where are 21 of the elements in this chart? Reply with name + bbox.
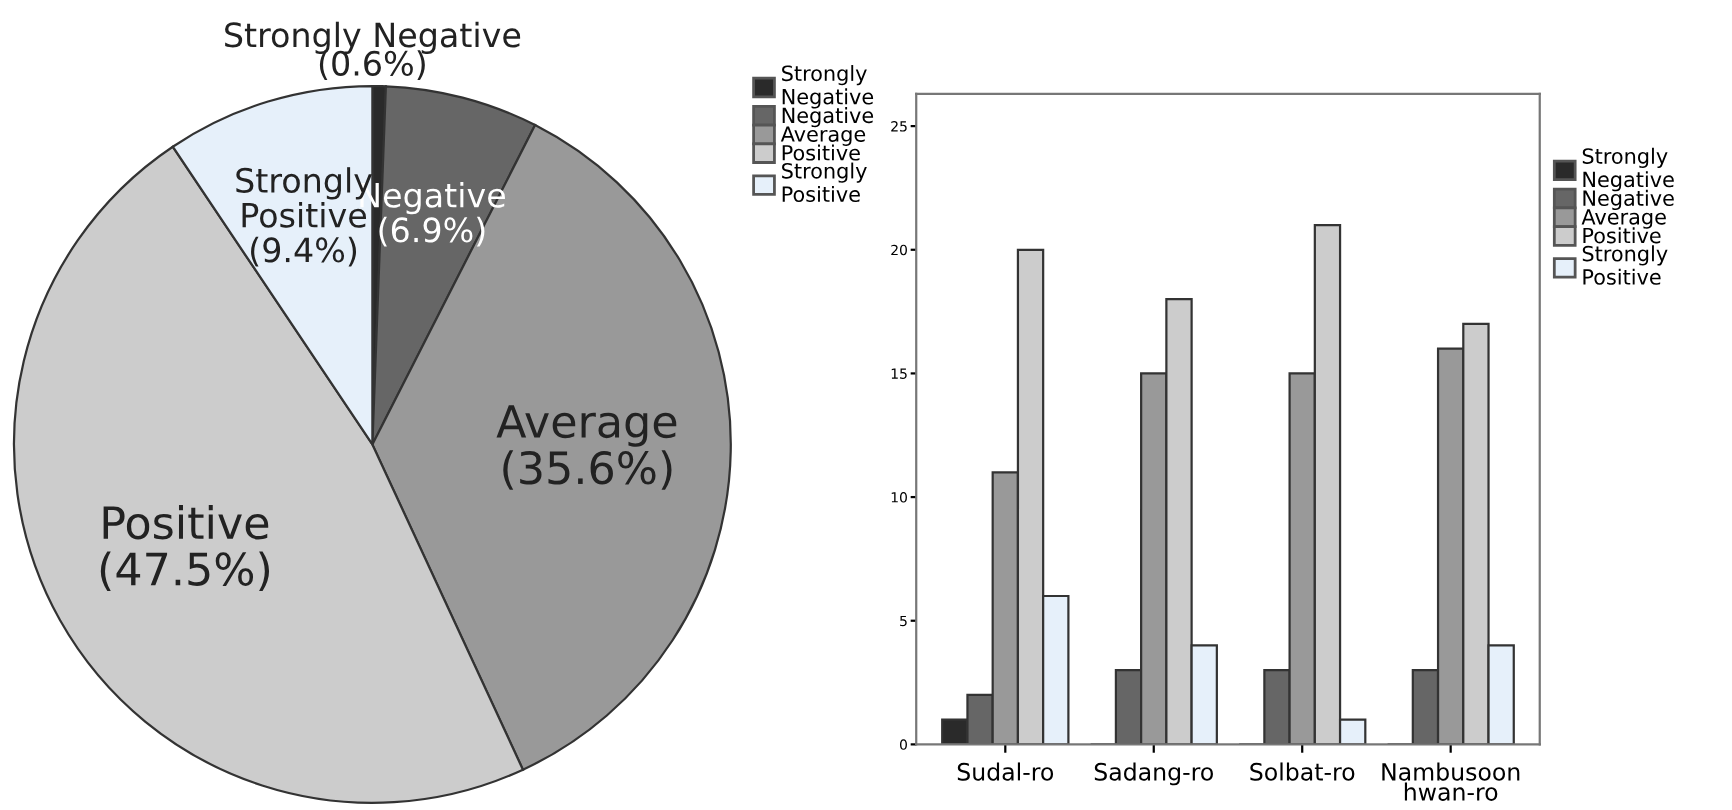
slice-label: Positive	[103, 505, 269, 540]
data-label: (35.6%)	[503, 450, 672, 490]
slice-label: Average	[496, 405, 677, 447]
x-tick-label: Nambusoon hwan-ro	[1382, 762, 1520, 801]
legend-label: Strongly Negative	[782, 65, 874, 109]
data-label: (0.6%)	[319, 50, 425, 80]
x-tick-label: Sadang-ro	[1094, 762, 1213, 786]
legend-label: Average	[1581, 209, 1666, 229]
legend-label: Negative	[782, 107, 874, 128]
legend-label: Positive	[782, 144, 860, 161]
x-tick-label: Solbat-ro	[1250, 762, 1355, 781]
x-tick-label: Sudal-ro	[957, 762, 1054, 781]
legend-label: Strongly Negative	[1582, 147, 1674, 192]
legend-label: Strongly Positive	[782, 162, 867, 203]
data-label: (9.4%)	[251, 236, 357, 267]
legend-label: Strongly Positive	[1582, 245, 1668, 285]
data-label: (47.5%)	[100, 551, 270, 592]
data-label: (6.9%)	[379, 216, 485, 247]
legend-label: Negative	[1583, 189, 1674, 211]
legend-label: Average	[780, 126, 866, 146]
legend-label: Positive	[1583, 227, 1661, 244]
